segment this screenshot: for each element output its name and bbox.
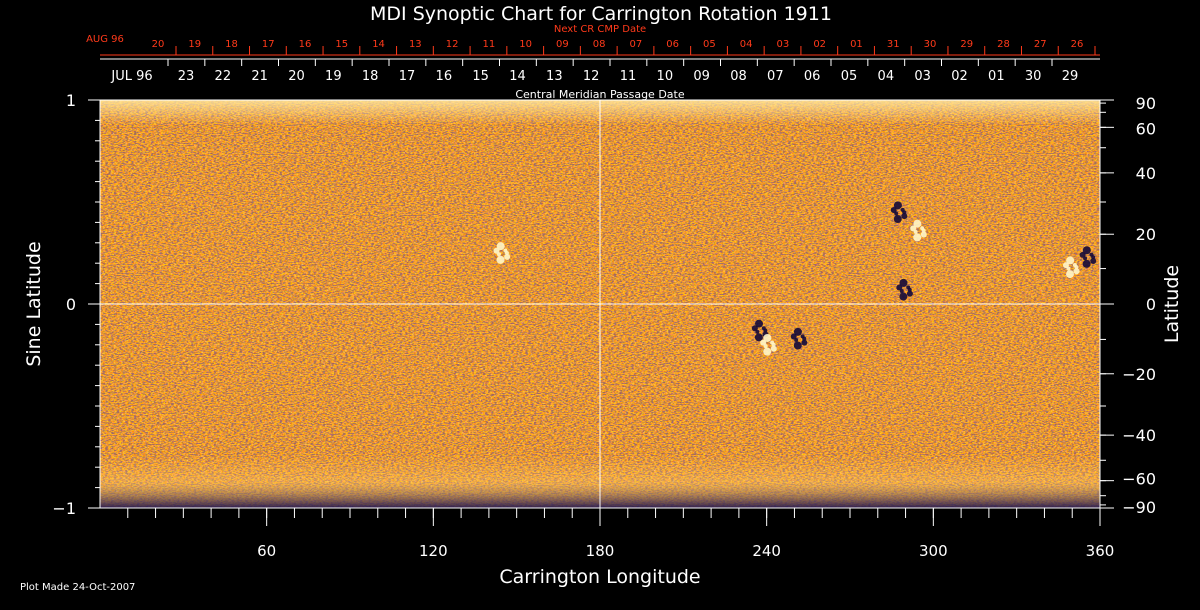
y-right-tick-label: −60 <box>1122 470 1156 489</box>
y-left-tick-label: 0 <box>66 295 76 314</box>
y-right-tick-label: −90 <box>1122 498 1156 517</box>
cmp-date: 04 <box>878 69 895 84</box>
negative-region <box>896 278 913 301</box>
cmp-date: 08 <box>730 69 747 84</box>
x-tick-label: 360 <box>1086 542 1115 560</box>
cmp-date: 05 <box>841 69 858 84</box>
cmp-date: 01 <box>988 69 1005 84</box>
cmp-date: 29 <box>1062 69 1079 84</box>
cmp-date: 11 <box>620 69 637 84</box>
y-right-tick-label: 0 <box>1146 295 1156 314</box>
next-cr-date: 20 <box>152 39 165 50</box>
y-left-tick-label: 1 <box>66 91 76 110</box>
negative-region <box>890 201 908 224</box>
cmp-date: 10 <box>657 69 674 84</box>
y-right-tick-label: −20 <box>1122 365 1156 384</box>
cmp-date: 03 <box>914 69 931 84</box>
next-cr-date: 31 <box>887 39 900 50</box>
cmp-month: JUL 96 <box>110 69 152 84</box>
x-tick-label: 120 <box>419 542 448 560</box>
negative-region <box>790 327 808 350</box>
next-cr-date: 13 <box>409 39 422 50</box>
chart-title: MDI Synoptic Chart for Carrington Rotati… <box>370 3 832 25</box>
cmp-date: 19 <box>325 69 342 84</box>
cmp-date: 14 <box>509 69 526 84</box>
negative-region <box>751 319 769 342</box>
y-right-tick-label: 90 <box>1136 94 1156 113</box>
negative-region <box>1079 246 1097 268</box>
next-cr-date: 07 <box>630 39 643 50</box>
next-cr-label: Next CR CMP Date <box>554 24 646 35</box>
cmp-date: 02 <box>951 69 968 84</box>
next-cr-date: 15 <box>335 39 348 50</box>
cmp-date: 15 <box>472 69 489 84</box>
cmp-date: 17 <box>399 69 416 84</box>
next-cr-date: 04 <box>740 39 753 50</box>
cmp-date: 07 <box>767 69 784 84</box>
y-right-tick-label: 60 <box>1136 119 1156 138</box>
cmp-dates: 23 22 21 20 19 18 17 16 15 14 13 12 11 10 09 08 07 06 05 04… <box>167 59 1079 84</box>
x-axis-label: Carrington Longitude <box>499 566 700 588</box>
x-tick-label: 60 <box>257 542 276 560</box>
cmp-date: 30 <box>1025 69 1042 84</box>
next-cr-date: 17 <box>262 39 275 50</box>
next-cr-date: 14 <box>372 39 385 50</box>
cmp-date: 18 <box>362 69 379 84</box>
y-axis-left-label: Sine Latitude <box>23 241 45 366</box>
y-axis-right-label: Latitude <box>1161 265 1183 343</box>
next-cr-date: 16 <box>299 39 312 50</box>
y-right-tick-label: −40 <box>1122 426 1156 445</box>
next-cr-month: AUG 96 <box>86 34 124 45</box>
next-cr-date: 19 <box>188 39 201 50</box>
next-cr-date: 06 <box>666 39 679 50</box>
cmp-date: 06 <box>804 69 821 84</box>
cmp-date: 09 <box>693 69 710 84</box>
next-cr-date: 10 <box>519 39 532 50</box>
next-cr-dates: 20 19 18 17 16 15 14 13 12 11 10 09 08 07 06 05 04 03 02 01… <box>152 39 1096 55</box>
next-cr-date: 27 <box>1034 39 1047 50</box>
next-cr-date: 02 <box>813 39 826 50</box>
cmp-date: 23 <box>178 69 195 84</box>
cmp-date: 13 <box>546 69 563 84</box>
cmp-date: 16 <box>436 69 453 84</box>
x-axis: 60 120 180 240 300 360 <box>127 508 1115 560</box>
next-cr-date: 12 <box>446 39 459 50</box>
next-cr-date: 28 <box>997 39 1010 50</box>
plot-made-footer: Plot Made 24-Oct-2007 <box>20 582 135 593</box>
x-tick-label: 300 <box>919 542 948 560</box>
positive-region <box>493 242 511 264</box>
cmp-date: 12 <box>583 69 600 84</box>
cmp-date: 22 <box>215 69 232 84</box>
next-cr-date: 18 <box>225 39 238 50</box>
next-cr-date: 30 <box>924 39 937 50</box>
next-cr-date: 05 <box>703 39 716 50</box>
next-cr-date: 29 <box>960 39 973 50</box>
next-cr-date: 03 <box>777 39 790 50</box>
positive-region <box>910 219 927 242</box>
next-cr-date: 08 <box>593 39 606 50</box>
x-tick-label: 240 <box>752 542 781 560</box>
active-regions <box>493 201 1097 356</box>
y-axis-right: 90 60 40 20 0 −20 −40 −60 −90 <box>1100 94 1156 517</box>
positive-region <box>760 333 777 356</box>
x-tick-label: 180 <box>586 542 615 560</box>
next-cr-date: 11 <box>482 39 495 50</box>
y-left-tick-label: −1 <box>52 499 76 518</box>
y-right-tick-label: 40 <box>1136 164 1156 183</box>
cmp-date: 21 <box>251 69 268 84</box>
cmp-date: 20 <box>288 69 305 84</box>
next-cr-date: 01 <box>850 39 863 50</box>
cmp-label: Central Meridian Passage Date <box>515 88 684 101</box>
y-right-tick-label: 20 <box>1136 225 1156 244</box>
y-axis-left: 1 0 −1 <box>52 91 100 518</box>
next-cr-date: 26 <box>1071 39 1084 50</box>
positive-region <box>1062 256 1080 279</box>
next-cr-date: 09 <box>556 39 569 50</box>
